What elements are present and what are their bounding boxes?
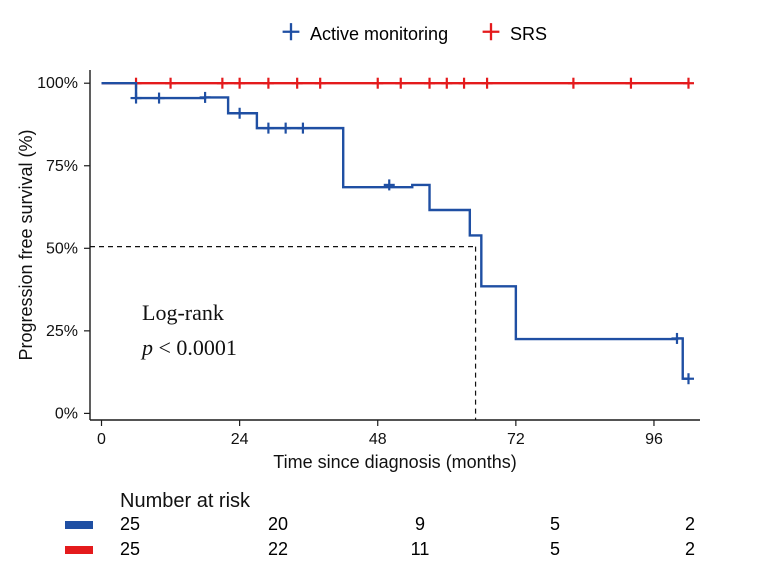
svg-text:75%: 75% bbox=[46, 158, 78, 175]
risk-value: 2 bbox=[685, 539, 695, 560]
risk-value: 25 bbox=[120, 514, 140, 535]
svg-text:48: 48 bbox=[369, 431, 387, 448]
risk-table-title: Number at risk bbox=[120, 490, 250, 513]
svg-text:0: 0 bbox=[97, 431, 106, 448]
svg-text:Time since diagnosis (months): Time since diagnosis (months) bbox=[273, 452, 516, 472]
risk-value: 5 bbox=[550, 514, 560, 535]
risk-value: 2 bbox=[685, 514, 695, 535]
risk-swatch-active bbox=[65, 521, 93, 529]
risk-swatch-srs bbox=[65, 546, 93, 554]
risk-value: 22 bbox=[268, 539, 288, 560]
km-plot: 0% 25% 50% 75% 100% 0 24 48 72 96 Time since diagn… bbox=[0, 0, 780, 490]
risk-value: 9 bbox=[415, 514, 425, 535]
svg-text:96: 96 bbox=[645, 431, 663, 448]
figure-root: ＋ Active monitoring ＋ SRS Log-rank p < 0… bbox=[0, 0, 780, 587]
svg-text:25%: 25% bbox=[46, 323, 78, 340]
risk-value: 25 bbox=[120, 539, 140, 560]
risk-value: 20 bbox=[268, 514, 288, 535]
svg-text:0%: 0% bbox=[55, 405, 78, 422]
svg-text:72: 72 bbox=[507, 431, 525, 448]
svg-text:100%: 100% bbox=[37, 75, 78, 92]
risk-value: 11 bbox=[411, 539, 430, 560]
svg-text:50%: 50% bbox=[46, 240, 78, 257]
svg-text:24: 24 bbox=[231, 431, 249, 448]
svg-text:Progression free survival (%): Progression free survival (%) bbox=[16, 129, 36, 360]
risk-value: 5 bbox=[550, 539, 560, 560]
